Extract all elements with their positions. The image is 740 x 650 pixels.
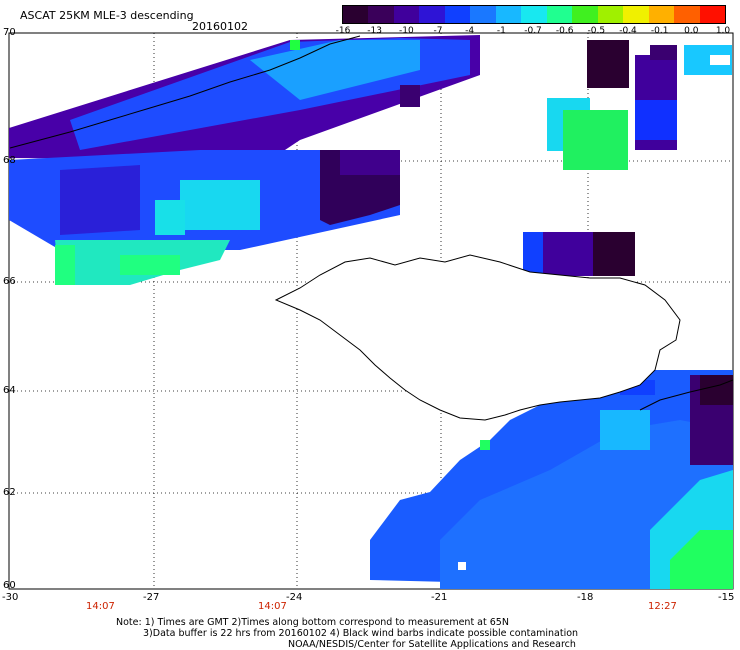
lat-label-66: 66 bbox=[3, 276, 16, 287]
colorbar-swatch bbox=[623, 6, 649, 23]
colorbar-tick-label: 1.0 bbox=[715, 26, 731, 36]
lat-label-60: 60 bbox=[3, 580, 16, 591]
lon-label-21: -21 bbox=[431, 592, 448, 603]
colorbar-tick-label: -7 bbox=[433, 26, 443, 36]
lat-label-64: 64 bbox=[3, 385, 16, 396]
swath-region bbox=[60, 165, 140, 235]
colorbar-swatch bbox=[470, 6, 496, 23]
colorbar-tick-label: -10 bbox=[398, 26, 414, 36]
footer-credit: NOAA/NESDIS/Center for Satellite Applica… bbox=[288, 639, 576, 650]
colorbar-swatch bbox=[521, 6, 547, 23]
colorbar-swatch bbox=[393, 6, 420, 23]
swath-cell bbox=[523, 232, 543, 276]
colorbar-swatch bbox=[546, 6, 573, 23]
footer-note-1: Note: 1) Times are GMT 2)Times along bot… bbox=[116, 617, 509, 628]
lat-label-68: 68 bbox=[3, 155, 16, 166]
lon-label-15: -15 bbox=[718, 592, 735, 603]
wind-swath-data bbox=[9, 35, 733, 589]
swath-cell bbox=[290, 40, 300, 50]
colorbar-tick-label: -16 bbox=[335, 26, 351, 36]
colorbar-swatch bbox=[572, 6, 598, 23]
colorbar-tick-label: -1 bbox=[496, 26, 506, 36]
colorbar-tick-label: -0.6 bbox=[555, 26, 574, 36]
colorbar-swatch bbox=[495, 6, 522, 23]
colorbar-swatch bbox=[699, 6, 726, 23]
colorbar-swatch bbox=[343, 6, 369, 23]
colorbar-swatch bbox=[444, 6, 471, 23]
lon-label-18: -18 bbox=[577, 592, 594, 603]
swath-cell bbox=[635, 100, 677, 140]
colorbar bbox=[342, 5, 726, 24]
colorbar-swatch bbox=[597, 6, 624, 23]
lon-label-30: -30 bbox=[2, 592, 19, 603]
lat-label-62: 62 bbox=[3, 487, 16, 498]
swath-cell bbox=[400, 85, 420, 107]
swath-cell bbox=[710, 55, 730, 65]
swath-cell bbox=[458, 562, 466, 570]
swath-region bbox=[250, 40, 420, 100]
colorbar-tick-label: -13 bbox=[367, 26, 383, 36]
swath-region bbox=[670, 530, 733, 589]
time-label: 14:07 bbox=[86, 601, 115, 612]
lon-label-24: -24 bbox=[286, 592, 303, 603]
coastline bbox=[9, 35, 734, 421]
swath-cell bbox=[600, 410, 650, 450]
swath-cell bbox=[155, 200, 185, 235]
colorbar-swatch bbox=[368, 6, 394, 23]
swath-cell bbox=[650, 45, 677, 60]
swath-cell bbox=[593, 232, 635, 276]
product-title: ASCAT 25KM MLE-3 descending bbox=[20, 9, 194, 22]
coastline-path bbox=[639, 379, 734, 411]
iceland-landmass bbox=[276, 255, 680, 420]
product-date: 20160102 bbox=[192, 20, 248, 33]
colorbar-tick-label: -0.4 bbox=[619, 26, 637, 36]
colorbar-swatch bbox=[419, 6, 445, 23]
time-label: 12:27 bbox=[648, 601, 677, 612]
footer-note-2: 3)Data buffer is 22 hrs from 20160102 4)… bbox=[143, 628, 579, 639]
swath-cell bbox=[180, 180, 260, 230]
colorbar-swatch bbox=[648, 6, 675, 23]
lon-label-27: -27 bbox=[143, 592, 160, 603]
coastline-path bbox=[9, 35, 361, 149]
colorbar-tick-label: 0.0 bbox=[684, 26, 699, 36]
swath-cell bbox=[700, 375, 733, 405]
coastline-path bbox=[274, 254, 681, 421]
colorbar-tick-label: -0.5 bbox=[587, 26, 606, 36]
swath-cell bbox=[480, 440, 490, 450]
swath-cell bbox=[563, 110, 628, 170]
time-label: 14:07 bbox=[258, 601, 287, 612]
lat-label-70: 70 bbox=[3, 27, 16, 38]
swath-cell bbox=[587, 40, 629, 88]
colorbar-tick-label: -0.1 bbox=[650, 26, 669, 36]
swath-cell bbox=[55, 245, 75, 285]
swath-cell bbox=[340, 150, 400, 175]
map-frame bbox=[8, 32, 734, 590]
swath-cell bbox=[120, 255, 180, 275]
colorbar-tick-label: -4 bbox=[465, 26, 475, 36]
colorbar-swatch bbox=[674, 6, 700, 23]
colorbar-tick-label: -0.7 bbox=[524, 26, 542, 36]
